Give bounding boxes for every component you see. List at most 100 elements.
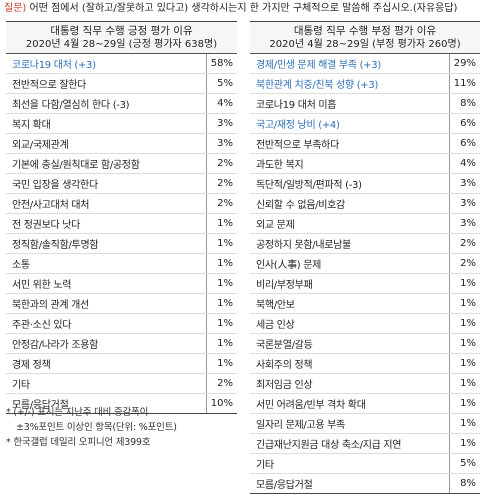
positive-subtitle: 2020년 4월 28~29일 (긍정 평가자 638명)	[25, 39, 218, 50]
positive-row: 전 정권보다 낫다 1%	[6, 214, 237, 234]
negative-row-percent: 1%	[449, 394, 480, 413]
positive-row: 기타 2%	[6, 374, 237, 394]
positive-row: 북한과의 관계 개선 1%	[6, 294, 237, 314]
positive-row-label: 경제 정책	[12, 360, 51, 371]
negative-row-percent: 8%	[449, 94, 480, 113]
negative-row: 기타 5%	[250, 454, 480, 474]
positive-row-percent: 1%	[206, 234, 237, 253]
positive-row-label: 기타	[12, 380, 30, 391]
negative-row-label: 전반적으로 부족하다	[256, 140, 339, 151]
negative-row-percent: 3%	[449, 194, 480, 213]
negative-row-label: 북한관계 치중/친북 성향 (+3)	[256, 80, 379, 91]
negative-row-label: 국론분열/갈등	[256, 340, 313, 351]
positive-row-label: 안정감/나라가 조용함	[12, 340, 99, 351]
positive-row-label: 서민 위한 노력	[12, 280, 72, 291]
positive-row-percent: 10%	[206, 394, 237, 413]
negative-row: 국고/재정 낭비 (+4) 6%	[250, 114, 480, 134]
positive-row-percent: 1%	[206, 354, 237, 373]
positive-row-percent: 3%	[206, 114, 237, 133]
positive-row: 복지 확대 3%	[6, 114, 237, 134]
negative-row-label: 북핵/안보	[256, 300, 295, 311]
positive-panel-header: 대통령 직무 수행 긍정 평가 이유 2020년 4월 28~29일 (긍정 평…	[6, 21, 237, 54]
negative-row: 코로나19 대처 미흡 8%	[250, 94, 480, 114]
positive-rows: 코로나19 대처 (+3) 58% 전반적으로 잘한다 5% 최선을 다함/열심히 한다…	[6, 54, 237, 414]
negative-row-percent: 1%	[449, 334, 480, 353]
negative-row: 사회주의 정책 1%	[250, 354, 480, 374]
negative-row-percent: 6%	[449, 114, 480, 133]
positive-row-label: 코로나19 대처 (+3)	[12, 60, 96, 71]
negative-title: 대통령 직무 수행 부정 평가 이유	[293, 25, 437, 37]
negative-row: 인사(人事) 문제 2%	[250, 254, 480, 274]
positive-row-label: 복지 확대	[12, 120, 51, 131]
negative-row-label: 사회주의 정책	[256, 360, 313, 371]
footnote-1: * (+/-) 표시는 지난주 대비 증감폭이	[6, 407, 149, 418]
negative-row-label: 국고/재정 낭비 (+4)	[256, 120, 340, 131]
negative-row-percent: 11%	[449, 74, 480, 93]
positive-row: 최선을 다함/열심히 한다 (-3) 4%	[6, 94, 237, 114]
negative-row-label: 일자리 문제/고용 부족	[256, 420, 345, 431]
negative-row-label: 경제/민생 문제 해결 부족 (+3)	[256, 60, 381, 71]
positive-row-label: 외교/국제관계	[12, 140, 69, 151]
negative-row-label: 세금 인상	[256, 320, 295, 331]
positive-row-label: 모름/응답거절	[12, 400, 69, 411]
negative-row: 국론분열/갈등 1%	[250, 334, 480, 354]
negative-row-label: 과도한 복지	[256, 160, 304, 171]
negative-row-label: 긴급재난지원금 대상 축소/지급 지연	[256, 440, 402, 451]
negative-rows: 경제/민생 문제 해결 부족 (+3) 29% 북한관계 치중/친북 성향 (+3)…	[250, 54, 480, 494]
positive-row-label: 북한과의 관계 개선	[12, 300, 89, 311]
negative-row: 과도한 복지 4%	[250, 154, 480, 174]
negative-panel-header: 대통령 직무 수행 부정 평가 이유 2020년 4월 28~29일 (부정 평…	[250, 21, 480, 54]
positive-row: 주관·소신 있다 1%	[6, 314, 237, 334]
negative-row: 공정하지 못함/내로남불 2%	[250, 234, 480, 254]
positive-row: 기본에 충실/원칙대로 함/공정함 2%	[6, 154, 237, 174]
positive-row-label: 안전/사고대처 대처	[12, 200, 90, 211]
negative-row: 긴급재난지원금 대상 축소/지급 지연 1%	[250, 434, 480, 454]
positive-row-percent: 2%	[206, 154, 237, 173]
positive-row-percent: 1%	[206, 254, 237, 273]
negative-row: 북한관계 치중/친북 성향 (+3) 11%	[250, 74, 480, 94]
positive-row: 서민 위한 노력 1%	[6, 274, 237, 294]
negative-row: 경제/민생 문제 해결 부족 (+3) 29%	[250, 54, 480, 74]
negative-row: 비리/부정부패 1%	[250, 274, 480, 294]
negative-row-percent: 1%	[449, 294, 480, 313]
negative-row-label: 독단적/일방적/편파적 (-3)	[256, 180, 362, 191]
positive-panel: 대통령 직무 수행 긍정 평가 이유 2020년 4월 28~29일 (긍정 평…	[6, 21, 237, 414]
negative-row: 신뢰할 수 없음/비호감 3%	[250, 194, 480, 214]
positive-row: 소통 1%	[6, 254, 237, 274]
positive-row: 국민 입장을 생각한다 2%	[6, 174, 237, 194]
negative-row: 북핵/안보 1%	[250, 294, 480, 314]
positive-row-percent: 58%	[206, 54, 237, 73]
positive-row-percent: 4%	[206, 94, 237, 113]
positive-row-percent: 2%	[206, 374, 237, 393]
negative-row: 외교 문제 3%	[250, 214, 480, 234]
negative-row-percent: 6%	[449, 134, 480, 153]
negative-row-percent: 1%	[449, 274, 480, 293]
question-text: 질문) 어떤 점에서 (잘하고/잘못하고 있다고) 생각하시는지 한 가지만 구…	[4, 2, 457, 16]
negative-panel: 대통령 직무 수행 부정 평가 이유 2020년 4월 28~29일 (부정 평…	[250, 21, 480, 494]
negative-row-percent: 1%	[449, 374, 480, 393]
negative-row-label: 서민 어려움/빈부 격차 확대	[256, 400, 366, 411]
negative-row: 전반적으로 부족하다 6%	[250, 134, 480, 154]
positive-row: 모름/응답거절 10%	[6, 394, 237, 413]
positive-row-label: 정직함/솔직함/투명함	[12, 240, 99, 251]
negative-row: 일자리 문제/고용 부족 1%	[250, 414, 480, 434]
footnote-2: ±3%포인트 이상인 항목(단위: %포인트)	[16, 422, 177, 433]
positive-row: 외교/국제관계 3%	[6, 134, 237, 154]
positive-row: 전반적으로 잘한다 5%	[6, 74, 237, 94]
negative-row-percent: 1%	[449, 354, 480, 373]
footnote-3: * 한국갤럽 데일리 오피니언 제399호	[6, 437, 151, 448]
positive-row: 경제 정책 1%	[6, 354, 237, 374]
negative-row-label: 비리/부정부패	[256, 280, 313, 291]
negative-row-percent: 2%	[449, 234, 480, 253]
positive-row-percent: 3%	[206, 134, 237, 153]
footnotes: * (+/-) 표시는 지난주 대비 증감폭이 ±3%포인트 이상인 항목(단위…	[6, 405, 177, 450]
positive-row-percent: 1%	[206, 294, 237, 313]
positive-row-label: 기본에 충실/원칙대로 함/공정함	[12, 160, 140, 171]
positive-row-label: 국민 입장을 생각한다	[12, 180, 98, 191]
negative-row-label: 최저임금 인상	[256, 380, 313, 391]
negative-row: 독단적/일방적/편파적 (-3) 3%	[250, 174, 480, 194]
negative-row-percent: 29%	[449, 54, 480, 73]
negative-row-label: 인사(人事) 문제	[256, 260, 322, 271]
question-label: 질문)	[4, 3, 27, 14]
positive-row: 정직함/솔직함/투명함 1%	[6, 234, 237, 254]
